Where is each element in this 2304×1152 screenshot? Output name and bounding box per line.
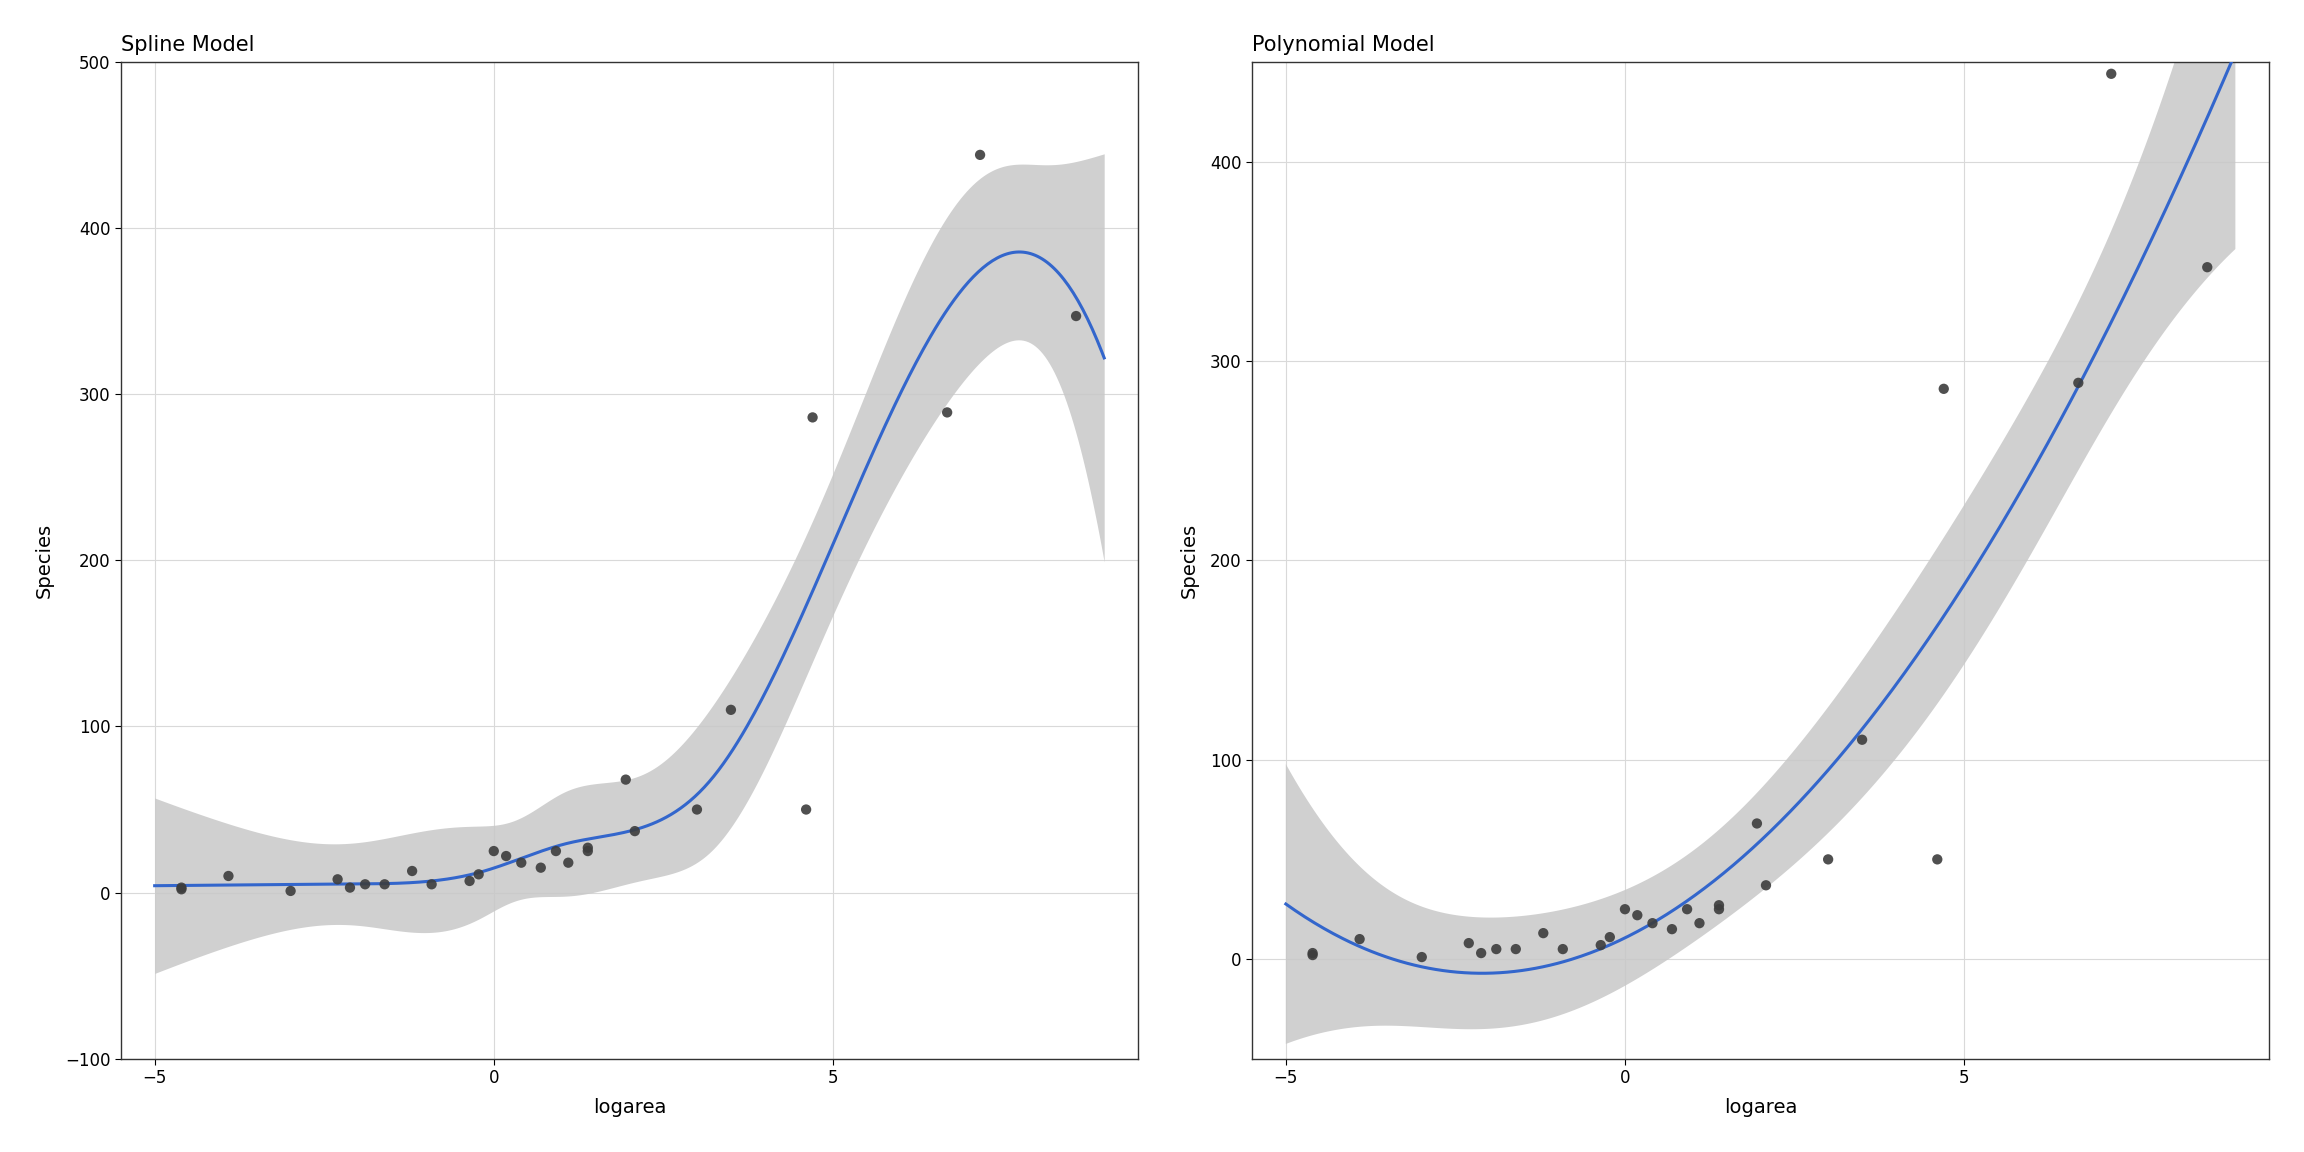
Point bbox=[2189, 258, 2226, 276]
X-axis label: logarea: logarea bbox=[592, 1098, 666, 1117]
Point bbox=[1058, 306, 1094, 325]
Point bbox=[677, 801, 714, 819]
Text: Polynomial Model: Polynomial Model bbox=[1251, 35, 1435, 55]
Point bbox=[502, 854, 539, 872]
Point bbox=[788, 801, 825, 819]
Point bbox=[366, 876, 403, 894]
Point bbox=[475, 842, 511, 861]
Point bbox=[1295, 946, 1332, 964]
Point bbox=[461, 865, 498, 884]
Point bbox=[394, 862, 431, 880]
Point bbox=[332, 878, 369, 896]
Point bbox=[1606, 900, 1643, 918]
Point bbox=[1634, 914, 1670, 932]
Point bbox=[712, 700, 749, 719]
Point bbox=[1583, 935, 1620, 954]
Point bbox=[412, 876, 449, 894]
Point bbox=[1654, 920, 1691, 939]
Point bbox=[961, 145, 998, 164]
Point bbox=[1592, 927, 1629, 946]
X-axis label: logarea: logarea bbox=[1723, 1098, 1797, 1117]
Point bbox=[320, 870, 357, 888]
Point bbox=[1525, 924, 1562, 942]
Point bbox=[569, 842, 606, 861]
Point bbox=[1295, 943, 1332, 962]
Point bbox=[210, 866, 247, 885]
Point bbox=[164, 878, 200, 896]
Point bbox=[795, 408, 832, 426]
Point bbox=[452, 872, 488, 890]
Point bbox=[1544, 940, 1581, 958]
Point bbox=[551, 854, 588, 872]
Point bbox=[929, 403, 965, 422]
Y-axis label: Species: Species bbox=[1180, 523, 1198, 598]
Point bbox=[164, 880, 200, 899]
Point bbox=[1700, 900, 1737, 918]
Y-axis label: Species: Species bbox=[35, 523, 53, 598]
Point bbox=[1843, 730, 1880, 749]
Point bbox=[1463, 943, 1500, 962]
Point bbox=[272, 881, 309, 900]
Point bbox=[569, 839, 606, 857]
Point bbox=[1740, 814, 1776, 833]
Point bbox=[1809, 850, 1846, 869]
Point bbox=[346, 876, 382, 894]
Point bbox=[537, 842, 574, 861]
Point bbox=[523, 858, 560, 877]
Point bbox=[1668, 900, 1705, 918]
Point bbox=[2092, 65, 2129, 83]
Point bbox=[1498, 940, 1534, 958]
Point bbox=[1919, 850, 1956, 869]
Point bbox=[1682, 914, 1719, 932]
Point bbox=[1341, 930, 1378, 948]
Point bbox=[488, 847, 525, 865]
Point bbox=[1926, 380, 1963, 399]
Point bbox=[2060, 373, 2097, 392]
Point bbox=[1620, 905, 1657, 924]
Text: Spline Model: Spline Model bbox=[120, 35, 253, 55]
Point bbox=[1449, 934, 1486, 953]
Point bbox=[1477, 940, 1514, 958]
Point bbox=[1746, 876, 1783, 894]
Point bbox=[1403, 948, 1440, 967]
Point bbox=[608, 771, 645, 789]
Point bbox=[617, 821, 654, 840]
Point bbox=[1700, 896, 1737, 915]
